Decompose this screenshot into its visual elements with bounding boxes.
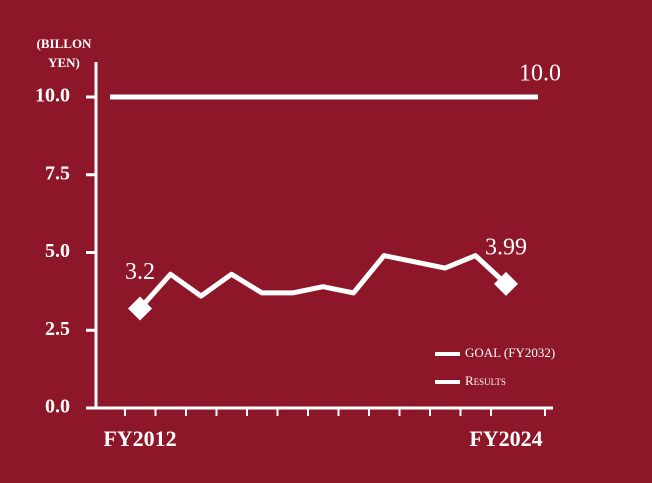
end-marker	[128, 296, 152, 321]
y-tick-label: 5.0	[45, 240, 70, 262]
data-label: 3.2	[125, 259, 155, 285]
y-tick-label: 7.5	[45, 162, 70, 184]
y-axis-label: (BILLON	[37, 36, 93, 51]
results-line	[138, 253, 508, 311]
data-label: 3.99	[485, 234, 527, 260]
legend-label: GOAL (FY2032)	[465, 345, 555, 360]
y-tick-label: 10.0	[35, 85, 70, 107]
goal-label: 10.0	[519, 61, 561, 87]
y-tick-label: 0.0	[45, 396, 70, 418]
y-axis-label: YEN)	[48, 55, 80, 70]
x-tick-label: FY2012	[103, 426, 176, 451]
legend-label: Results	[465, 373, 506, 388]
end-marker	[494, 271, 518, 296]
y-tick-label: 2.5	[45, 318, 70, 340]
x-tick-label: FY2024	[469, 426, 542, 451]
